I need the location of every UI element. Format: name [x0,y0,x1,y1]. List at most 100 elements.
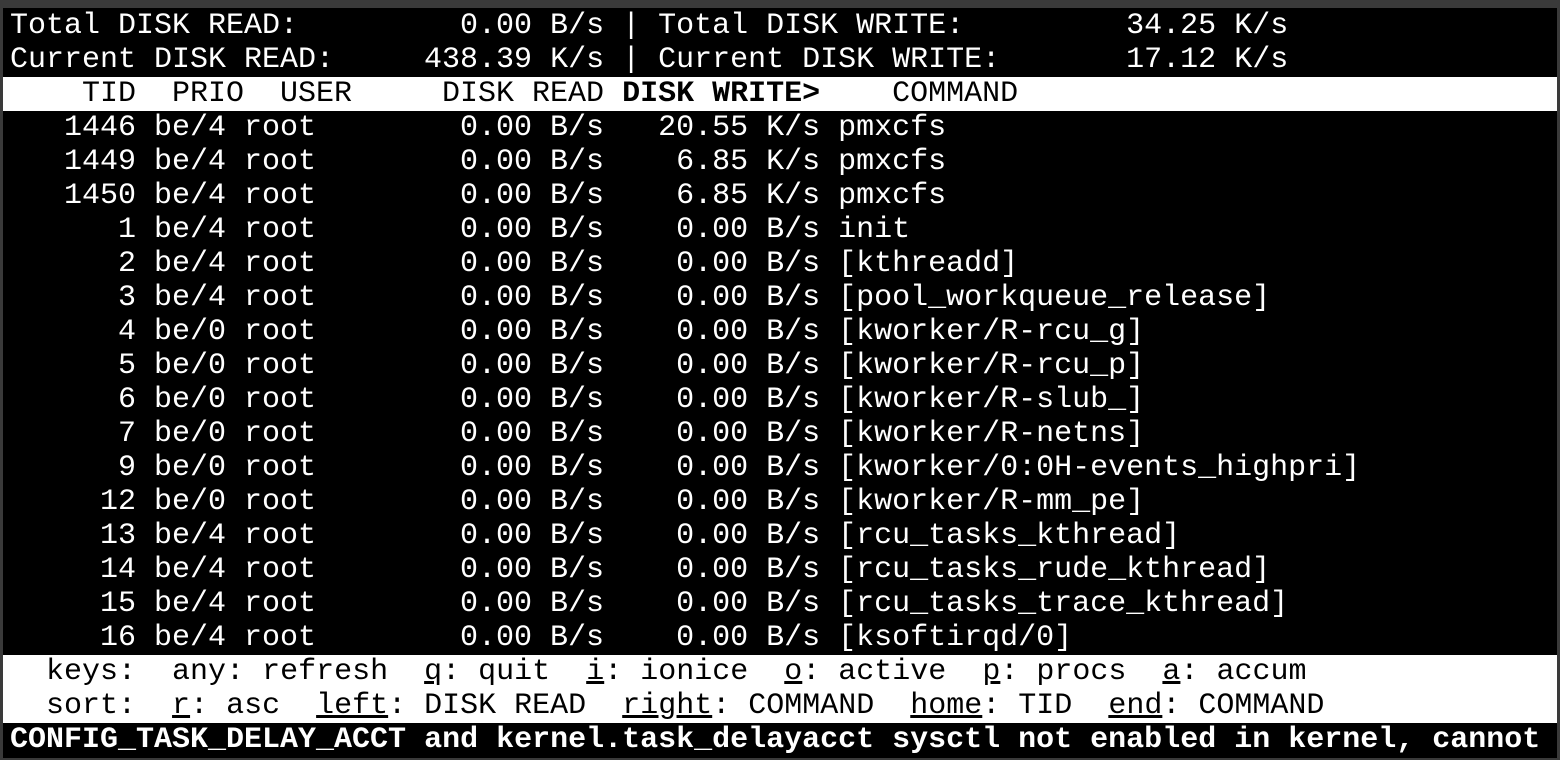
cell-write: 0.00 B/s [676,247,821,281]
process-row[interactable]: 12 be/0 root 0.00 B/s 0.00 B/s [kworker/R-… [3,485,1557,519]
keys-key-a[interactable]: a [1162,655,1181,689]
process-row[interactable]: 9 be/0 root 0.00 B/s 0.00 B/s [kworker/0:0… [3,451,1557,485]
process-row[interactable]: 1449 be/4 root 0.00 B/s 6.85 K/s pmxcfs [3,145,1557,179]
keys-desc: accum [1216,655,1307,689]
sort-desc: TID [1018,689,1073,723]
cell-tid: 9 [118,451,137,485]
cell-command: [kworker/R-rcu_p] [838,349,1145,383]
warning-message: CONFIG_TASK_DELAY_ACCT and kernel.task_d… [10,723,1541,757]
cell-read: 0.00 B/s [460,553,605,587]
process-row[interactable]: 4 be/0 root 0.00 B/s 0.00 B/s [kworker/R-r… [3,315,1557,349]
cell-command: [kworker/R-slub_] [838,383,1145,417]
sort-label: sort: [46,689,137,723]
col-user[interactable]: USER [280,77,353,111]
keys-desc: quit [478,655,551,689]
keys-key-q[interactable]: q [424,655,443,689]
cell-user: root [244,281,317,315]
column-header: TID PRIO USER DISK READ DISK WRITE> COMMAND [3,77,1557,111]
process-row[interactable]: 5 be/0 root 0.00 B/s 0.00 B/s [kworker/R-r… [3,349,1557,383]
cell-user: root [244,315,317,349]
cell-prio: be/0 [154,485,227,519]
cell-write: 0.00 B/s [676,315,821,349]
sort-key-r[interactable]: r [172,689,191,723]
cell-prio: be/0 [154,451,227,485]
cell-prio: be/0 [154,315,227,349]
keys-key-i[interactable]: i [586,655,605,689]
process-row[interactable]: 1450 be/4 root 0.00 B/s 6.85 K/s pmxcfs [3,179,1557,213]
cell-command: [kworker/R-mm_pe] [838,485,1145,519]
cell-tid: 1450 [64,179,137,213]
cell-read: 0.00 B/s [460,451,605,485]
total-read-value: 0.00 B/s [460,9,605,43]
cell-read: 0.00 B/s [460,111,605,145]
cell-read: 0.00 B/s [460,383,605,417]
process-row[interactable]: 1 be/4 root 0.00 B/s 0.00 B/s init [3,213,1557,247]
cell-command: [rcu_tasks_trace_kthread] [838,587,1289,621]
col-disk-write[interactable]: DISK WRITE> [622,77,821,111]
cell-prio: be/4 [154,587,227,621]
col-prio[interactable]: PRIO [172,77,245,111]
cell-read: 0.00 B/s [460,247,605,281]
cell-tid: 16 [100,621,137,655]
cell-prio: be/4 [154,213,227,247]
process-row[interactable]: 15 be/4 root 0.00 B/s 0.00 B/s [rcu_tasks_… [3,587,1557,621]
cell-prio: be/4 [154,519,227,553]
cell-user: root [244,519,317,553]
cell-write: 6.85 K/s [676,145,821,179]
keys-key-p[interactable]: p [982,655,1001,689]
cell-prio: be/4 [154,621,227,655]
col-disk-read[interactable]: DISK READ [442,77,605,111]
process-row[interactable]: 2 be/4 root 0.00 B/s 0.00 B/s [kthreadd] [3,247,1557,281]
sort-desc: COMMAND [1198,689,1325,723]
cell-prio: be/0 [154,383,227,417]
cell-read: 0.00 B/s [460,145,605,179]
cell-command: pmxcfs [838,111,947,145]
col-command[interactable]: COMMAND [892,77,1019,111]
cell-user: root [244,621,317,655]
keys-desc: procs [1036,655,1127,689]
sort-key-end[interactable]: end [1108,689,1163,723]
cell-write: 0.00 B/s [676,349,821,383]
sort-key-home[interactable]: home [910,689,983,723]
process-row[interactable]: 7 be/0 root 0.00 B/s 0.00 B/s [kworker/R-n… [3,417,1557,451]
col-tid[interactable]: TID [82,77,137,111]
cell-command: [rcu_tasks_rude_kthread] [838,553,1271,587]
cell-tid: 12 [100,485,137,519]
cell-user: root [244,383,317,417]
cell-read: 0.00 B/s [460,519,605,553]
sort-key-left[interactable]: left [316,689,389,723]
cell-read: 0.00 B/s [460,281,605,315]
current-read-label: Current DISK READ: [10,43,335,77]
process-row[interactable]: 3 be/4 root 0.00 B/s 0.00 B/s [pool_workqu… [3,281,1557,315]
process-row[interactable]: 6 be/0 root 0.00 B/s 0.00 B/s [kworker/R-s… [3,383,1557,417]
cell-read: 0.00 B/s [460,315,605,349]
cell-tid: 2 [118,247,137,281]
current-write-value: 17.12 K/s [1126,43,1289,77]
cell-write: 20.55 K/s [658,111,821,145]
cell-write: 0.00 B/s [676,519,821,553]
cell-command: [kworker/R-netns] [838,417,1145,451]
process-row[interactable]: 16 be/4 root 0.00 B/s 0.00 B/s [ksoftirqd/… [3,621,1557,655]
cell-command: pmxcfs [838,145,947,179]
cell-write: 0.00 B/s [676,485,821,519]
cell-user: root [244,417,317,451]
keys-key-o[interactable]: o [784,655,803,689]
keys-key-any[interactable]: any [172,655,227,689]
cell-user: root [244,145,317,179]
cell-tid: 3 [118,281,137,315]
cell-command: [pool_workqueue_release] [838,281,1271,315]
keys-label: keys: [46,655,137,689]
terminal-window: Total DISK READ: 0.00 B/s | Total DISK WR… [3,8,1557,758]
sort-desc: DISK READ [424,689,587,723]
cell-command: [rcu_tasks_kthread] [838,519,1181,553]
process-row[interactable]: 14 be/4 root 0.00 B/s 0.00 B/s [rcu_tasks_… [3,553,1557,587]
cell-command: init [838,213,911,247]
cell-tid: 13 [100,519,137,553]
sort-key-right[interactable]: right [622,689,713,723]
process-row[interactable]: 1446 be/4 root 0.00 B/s 20.55 K/s pmxcfs [3,111,1557,145]
cell-user: root [244,349,317,383]
process-row[interactable]: 13 be/4 root 0.00 B/s 0.00 B/s [rcu_tasks_… [3,519,1557,553]
cell-command: pmxcfs [838,179,947,213]
keys-help-line: keys: any: refresh q: quit i: ionice o: … [3,655,1557,689]
cell-command: [kworker/0:0H-events_highpri] [838,451,1361,485]
